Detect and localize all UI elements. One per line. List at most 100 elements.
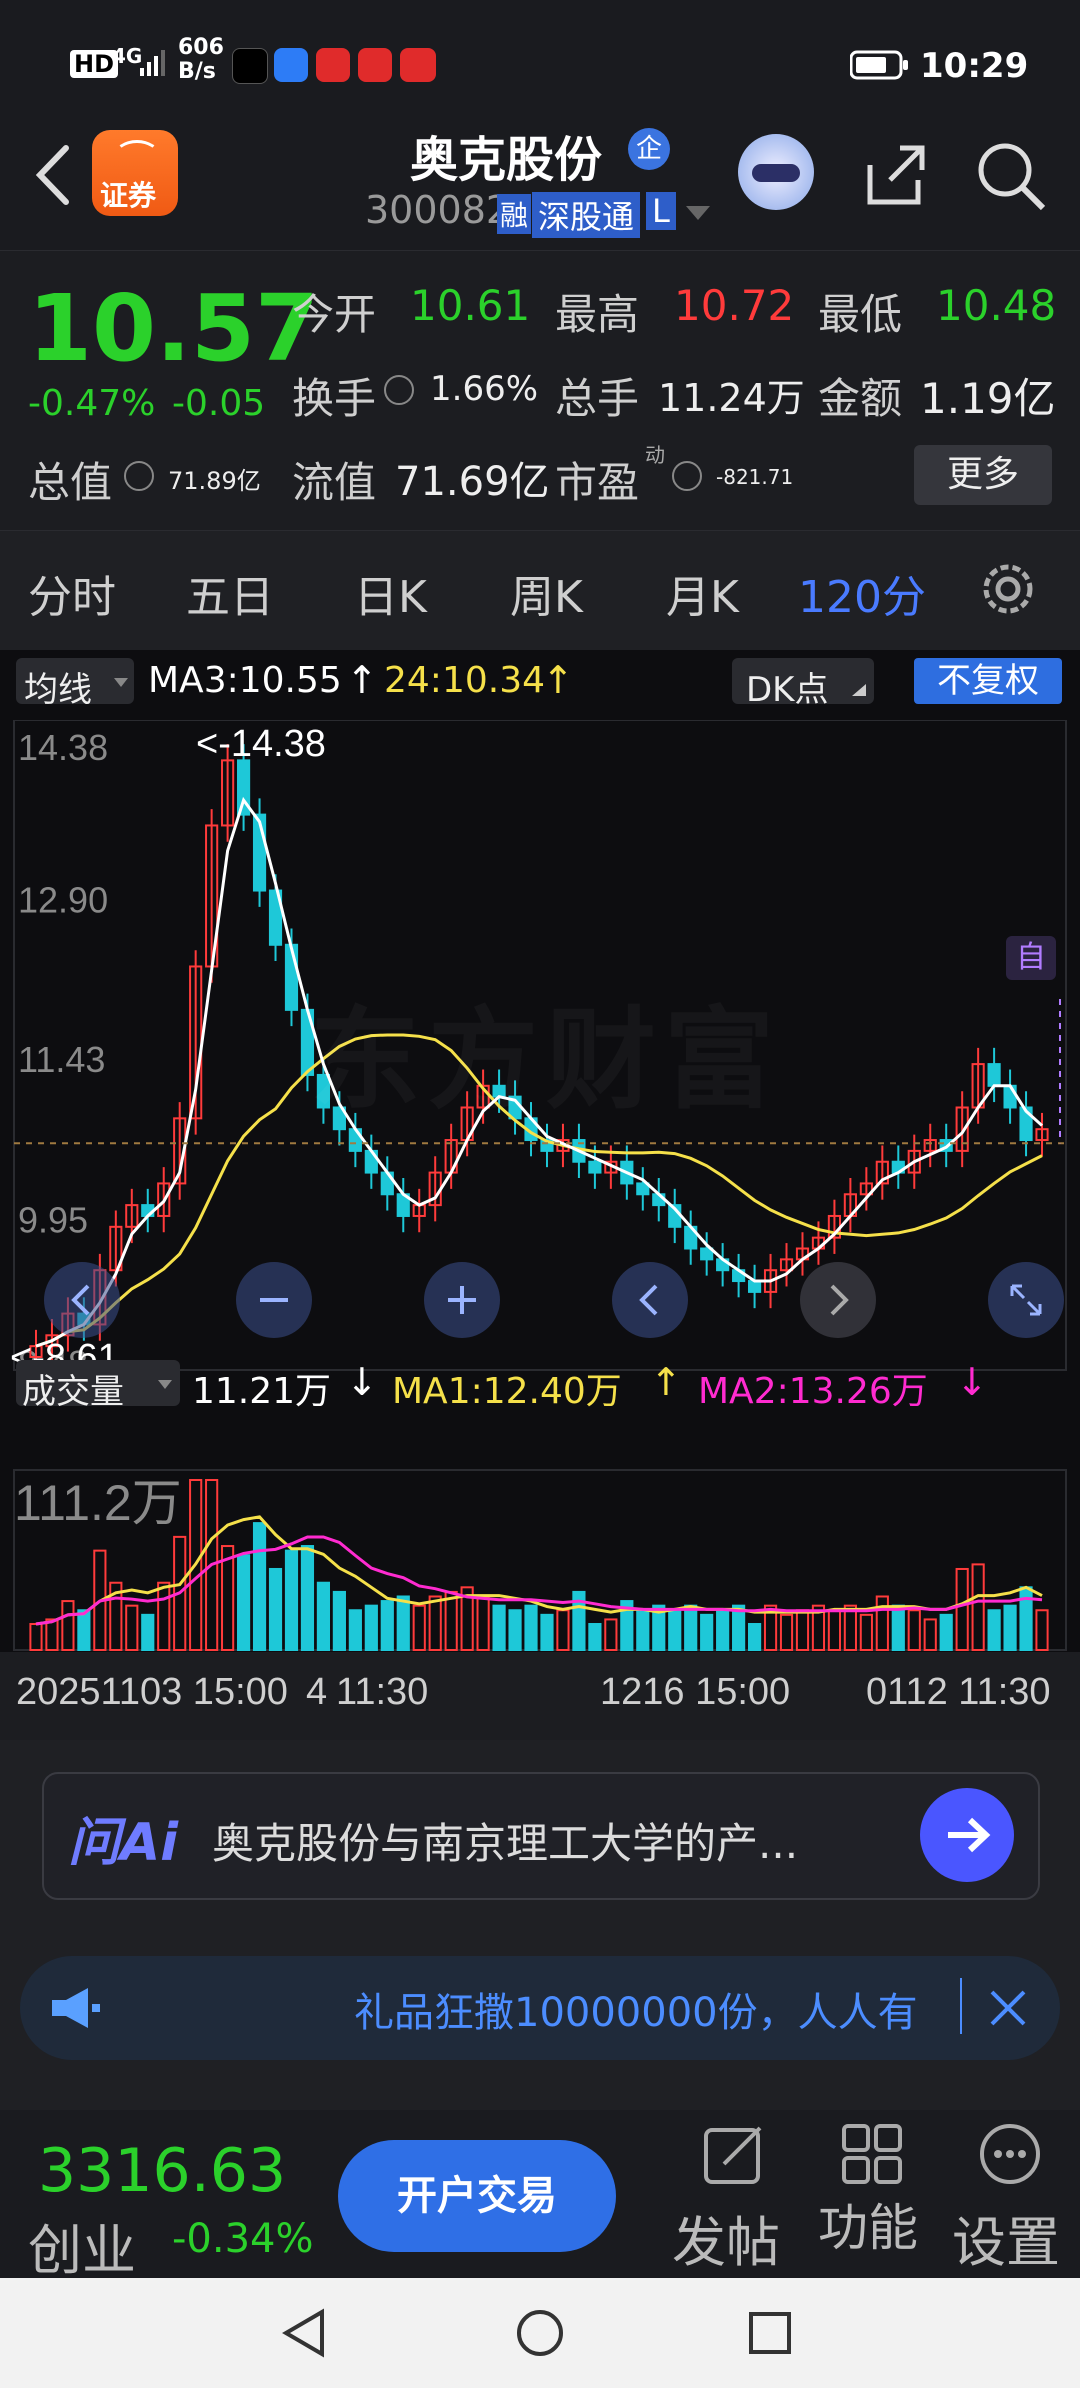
- candle-body: [221, 759, 235, 827]
- self-select-marker[interactable]: 自: [1006, 936, 1056, 980]
- brand-logo[interactable]: 证券: [92, 130, 178, 216]
- period-tabs: 分时 五日 日K 周K 月K 120分: [0, 530, 1080, 651]
- volume-bar: [1003, 1604, 1017, 1651]
- volume-bar: [189, 1479, 203, 1651]
- index-name[interactable]: 创业: [28, 2219, 136, 2282]
- open-account-trade-button[interactable]: 开户交易: [338, 2140, 616, 2252]
- prev-button[interactable]: [612, 1262, 688, 1338]
- settings-label: 设置: [952, 2211, 1060, 2274]
- share-icon[interactable]: [860, 140, 930, 214]
- tab-120min[interactable]: 120分: [798, 572, 926, 623]
- vol-ma2-text: MA2:13.26万: [698, 1371, 928, 1412]
- zoom-in-button[interactable]: [424, 1262, 500, 1338]
- ai-send-button[interactable]: [920, 1788, 1014, 1882]
- x-axis-label: 1216 15:00: [600, 1671, 790, 1713]
- index-value[interactable]: 3316.63: [38, 2136, 287, 2206]
- robot-visor: [752, 164, 800, 182]
- float-label: 流值: [292, 458, 377, 507]
- volume-bar: [109, 1581, 123, 1652]
- kline-chart-area[interactable]: 均线 MA3:10.55 ↑ 24:10.34 ↑ DK点 不复权 14.38 1…: [0, 650, 1080, 1740]
- baidu-icon: [274, 48, 308, 82]
- mktcap-label: 总值: [28, 458, 113, 507]
- volume-bar: [268, 1567, 283, 1651]
- grid-icon: [842, 2124, 902, 2184]
- amount-label: 金额: [818, 374, 903, 423]
- tab-intraday[interactable]: 分时: [28, 572, 116, 623]
- chevron-right-icon: [830, 1284, 849, 1316]
- pe-value: -821.71: [716, 465, 794, 489]
- gear-icon[interactable]: [976, 557, 1040, 625]
- volume-bar: [492, 1604, 506, 1651]
- system-nav-bar: [0, 2278, 1080, 2388]
- volume-bar: [77, 1609, 91, 1651]
- indicator-select[interactable]: 均线: [16, 658, 134, 710]
- more-dots-icon: [980, 2124, 1040, 2184]
- adjust-toggle[interactable]: 不复权: [914, 658, 1062, 704]
- candle-body: [859, 1182, 873, 1196]
- candle-body: [923, 1139, 937, 1152]
- arrow-up-icon: ↑: [542, 658, 574, 702]
- dropdown-icon[interactable]: [686, 206, 710, 226]
- nav-home-icon[interactable]: [515, 2308, 565, 2358]
- volume-bar: [205, 1479, 219, 1651]
- functions-button[interactable]: 功能: [818, 2122, 938, 2272]
- ai-prompt: 奥克股份与南京理工大学的产...: [212, 1819, 799, 1868]
- tab-five-day[interactable]: 五日: [186, 572, 274, 623]
- close-icon[interactable]: [986, 1986, 1030, 2030]
- volume-bar: [827, 1609, 842, 1651]
- open-value: 10.61: [410, 281, 531, 330]
- tiktok-icon: [232, 48, 268, 84]
- volume-bar: [508, 1609, 522, 1651]
- volume-bar: [795, 1609, 810, 1651]
- tab-weekly-k[interactable]: 周K: [510, 572, 583, 623]
- candle-body: [987, 1063, 1001, 1087]
- search-icon[interactable]: [975, 140, 1047, 216]
- volume-bar: [157, 1581, 171, 1652]
- candle-body: [875, 1160, 889, 1185]
- arrow-up-icon: ↑: [650, 1360, 682, 1404]
- nav-back-icon[interactable]: [280, 2308, 330, 2358]
- volume-frame: [13, 1469, 1067, 1651]
- volume-bar: [604, 1618, 618, 1651]
- volume-bar: [524, 1604, 538, 1651]
- volume-bar: [444, 1590, 458, 1652]
- volume-bar: [732, 1604, 746, 1651]
- volume-bar: [61, 1600, 75, 1652]
- volume-bar: [380, 1600, 394, 1652]
- next-button[interactable]: [800, 1262, 876, 1338]
- settings-button[interactable]: 设置: [950, 2122, 1080, 2274]
- promo-text: 礼品狂撒10000000份，人人有: [354, 1990, 918, 2036]
- ai-question-box[interactable]: 问Ai 奥克股份与南京理工大学的产...: [42, 1772, 1040, 1900]
- more-button[interactable]: 更多: [914, 445, 1052, 505]
- post-button[interactable]: 发帖: [672, 2122, 792, 2274]
- info-icon[interactable]: [672, 461, 702, 491]
- info-icon[interactable]: [124, 461, 154, 491]
- nav-recents-icon[interactable]: [745, 2308, 795, 2358]
- promo-banner[interactable]: 礼品狂撒10000000份，人人有: [20, 1956, 1060, 2060]
- volume-bar: [747, 1623, 762, 1652]
- candle-body: [284, 943, 299, 1011]
- dk-point-select[interactable]: DK点: [732, 658, 874, 710]
- chevron-down-icon: [114, 678, 128, 687]
- zoom-out-button[interactable]: [236, 1262, 312, 1338]
- net-speed: 606 B/s: [178, 35, 224, 84]
- tab-daily-k[interactable]: 日K: [354, 572, 427, 623]
- signal-icon: [140, 48, 166, 80]
- tab-monthly-k[interactable]: 月K: [666, 572, 739, 623]
- volume-bar: [252, 1522, 267, 1651]
- low-value: 10.48: [936, 281, 1057, 330]
- volume-bar: [668, 1609, 682, 1651]
- network-type: 4G: [112, 44, 143, 68]
- fullscreen-button[interactable]: [988, 1262, 1064, 1338]
- volume-bar: [284, 1549, 299, 1652]
- hd-indicator: HD: [70, 50, 119, 78]
- change-percent: -0.47%: [28, 383, 156, 424]
- back-arrow-icon[interactable]: [28, 140, 78, 214]
- volume-select[interactable]: 成交量: [16, 1360, 180, 1412]
- status-bar: HD 4G 606 B/s 10:29: [0, 0, 1080, 130]
- robot-assistant-icon[interactable]: [738, 134, 814, 210]
- scroll-left-button[interactable]: [44, 1262, 120, 1338]
- ai-promo-section: 问Ai 奥克股份与南京理工大学的产... 礼品狂撒10000000份，人人有 股…: [0, 1740, 1080, 2160]
- minus-icon: [260, 1298, 288, 1302]
- info-icon[interactable]: [384, 375, 414, 405]
